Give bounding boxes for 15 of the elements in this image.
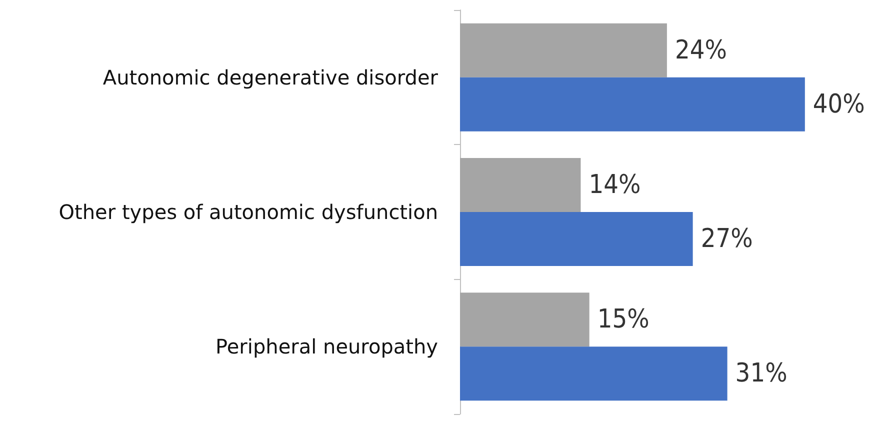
y-tick-label: Other types of autonomic dysfunction (58, 200, 438, 224)
data-label: 27% (700, 224, 753, 254)
bar (460, 346, 728, 401)
y-tick-label: Peripheral neuropathy (216, 334, 438, 359)
bar (460, 212, 693, 266)
bar (460, 23, 667, 78)
data-label: 31% (735, 358, 788, 389)
data-label: 24% (674, 35, 727, 66)
bar (460, 292, 590, 347)
y-tick-label: Autonomic degenerative disorder (102, 65, 439, 90)
bar (460, 158, 581, 212)
bar (460, 77, 805, 132)
data-label: 40% (812, 89, 865, 120)
data-label: 14% (588, 170, 641, 200)
data-label: 15% (597, 304, 650, 335)
